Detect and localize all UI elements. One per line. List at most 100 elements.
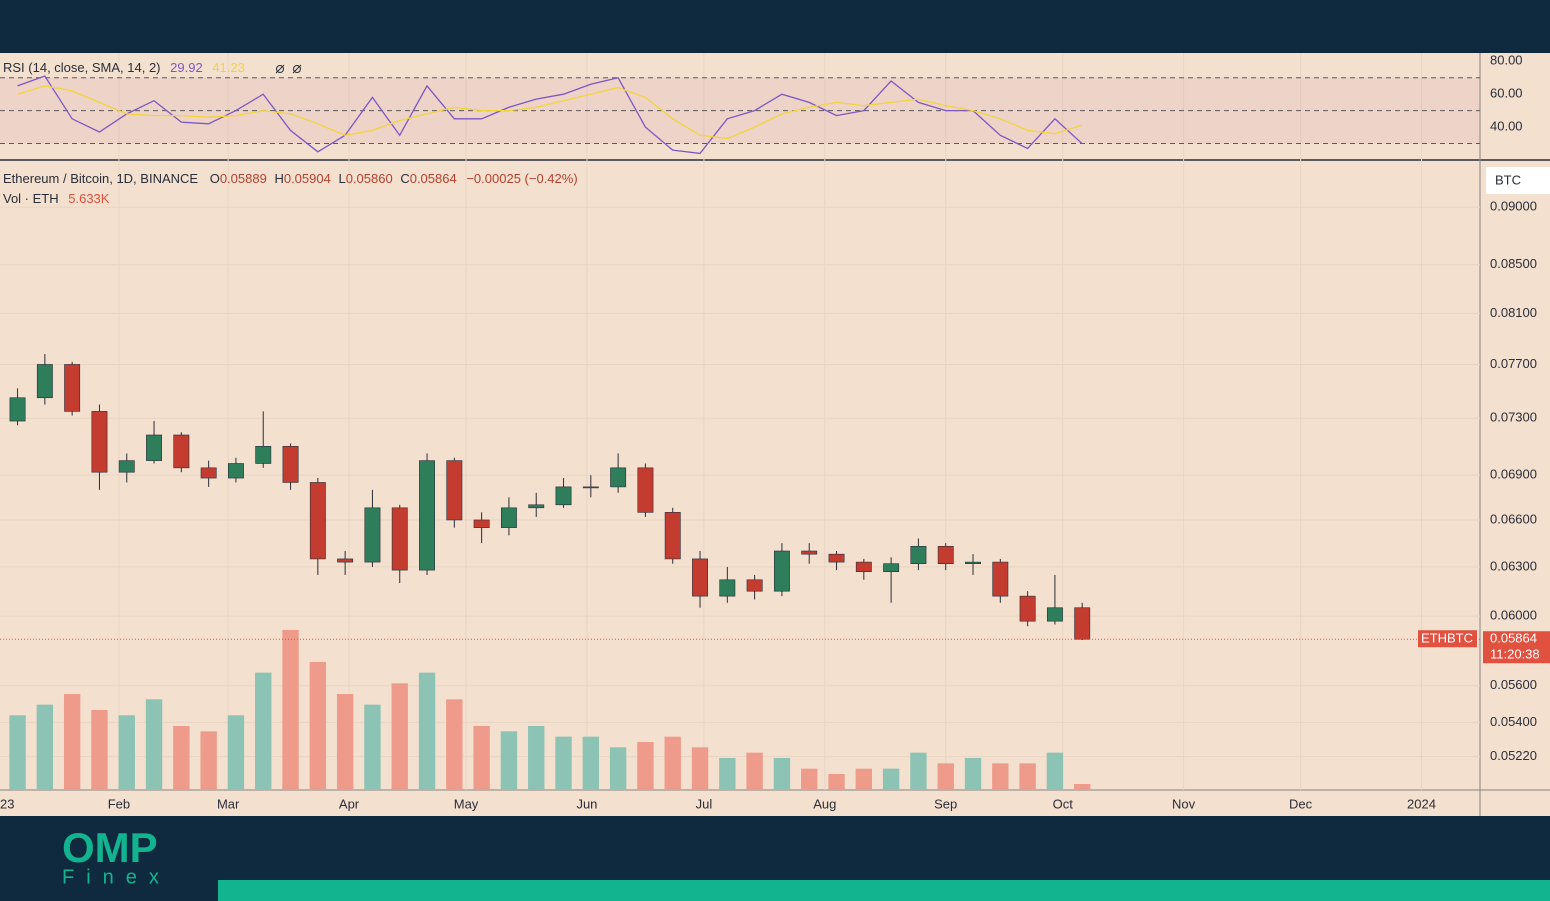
volume-bar (91, 710, 108, 790)
y-tick-label: 0.09000 (1490, 199, 1537, 214)
y-tick-label: 0.06600 (1490, 511, 1537, 526)
volume-bar (364, 704, 381, 790)
volume-bar (173, 726, 190, 790)
candle-body (200, 467, 217, 479)
volume-bar (746, 752, 763, 790)
chart-background (0, 53, 1550, 816)
y-tick-label: 0.06900 (1490, 467, 1537, 482)
y-tick-label: 0.06300 (1490, 558, 1537, 573)
volume-bar (500, 731, 518, 790)
volume-bar (773, 758, 791, 790)
rsi-title: RSI (14, close, SMA, 14, 2) (3, 60, 161, 75)
y-tick-label: 0.06000 (1490, 608, 1537, 623)
x-tick-label: Nov (1172, 796, 1196, 811)
candle-body (1074, 607, 1091, 640)
candle-body (9, 397, 26, 422)
volume-bar (309, 662, 327, 790)
candle-body (637, 467, 654, 513)
price-tag (1483, 631, 1550, 664)
y-tick-label: 0.07300 (1490, 410, 1537, 425)
x-tick-label: May (454, 796, 479, 811)
volume-bar (664, 736, 681, 790)
price-tag-text: 0.05864 (1490, 631, 1537, 646)
candle-body (446, 460, 463, 521)
y-tick-label: 80.00 (1490, 53, 1523, 68)
currency-box[interactable] (1486, 167, 1550, 194)
candle-body (719, 579, 736, 597)
price-legend: Ethereum / Bitcoin, 1D, BINANCE O0.05889… (3, 171, 578, 186)
y-tick-label: 0.07700 (1490, 356, 1537, 371)
currency[interactable]: BTC (1495, 172, 1521, 187)
candle-body (118, 460, 135, 473)
volume-bar (1046, 752, 1064, 790)
candle-body (36, 364, 53, 399)
candle-body (1046, 607, 1063, 622)
x-tick-label: 23 (0, 796, 14, 811)
candle-body (910, 545, 927, 564)
volume-bar (63, 694, 81, 790)
ohlc-value: 0.05904 (284, 171, 331, 186)
candle-body (173, 434, 190, 469)
candle-body (1019, 595, 1036, 622)
ohlc-key: O (210, 171, 220, 186)
volume-bar (964, 758, 982, 790)
volume-legend: Vol · ETH 5.633K (3, 191, 110, 206)
top-bar (0, 0, 1550, 53)
volume-bar (36, 704, 54, 790)
candle-body (337, 558, 354, 563)
volume-bar (691, 747, 709, 790)
y-tick-label: 0.05220 (1490, 748, 1537, 763)
countdown: 11:20:38 (1490, 647, 1540, 662)
volume-bar (255, 672, 272, 790)
x-tick-label: Apr (339, 796, 360, 811)
candle-body (391, 507, 408, 571)
volume-bar (582, 736, 600, 790)
symbol-tag (1418, 630, 1477, 648)
volume-bar (855, 768, 873, 790)
volume-bar (910, 752, 927, 790)
x-tick-label: Aug (813, 796, 836, 811)
x-tick-label: 2024 (1407, 796, 1436, 811)
candle-body (801, 550, 818, 555)
chart-layer: 23 Feb Mar Apr May Jun Jul Aug Sep Oct Nov Dec 2024 0… (0, 53, 1550, 811)
volume-bar (937, 763, 954, 790)
rsi-value: 29.92 (170, 60, 203, 75)
candle-body (855, 561, 872, 573)
rsi-legend: RSI (14, close, SMA, 14, 2) 29.92 41.23 (3, 60, 245, 75)
x-tick-label: Sep (934, 796, 957, 811)
candle-body (227, 463, 244, 479)
candle-body (91, 411, 108, 473)
brand-sub: Finex (62, 866, 171, 888)
symbol-tag-text: ETHBTC (1421, 631, 1473, 646)
candle-body (255, 445, 272, 464)
candle-body (883, 563, 900, 573)
volume-bar (1019, 763, 1036, 790)
volume-bar (418, 672, 436, 790)
candle-body (419, 460, 435, 571)
y-tick-label: 0.05600 (1490, 677, 1537, 692)
x-tick-label: Feb (108, 796, 130, 811)
volume-bar (637, 742, 654, 790)
x-tick-label: Dec (1289, 796, 1313, 811)
volume-bar (473, 726, 490, 790)
candle-body (555, 486, 572, 506)
candle-body (64, 364, 81, 412)
legend-icons (275, 64, 302, 74)
volume-bar (555, 736, 572, 790)
x-tick-label: Oct (1053, 796, 1074, 811)
candle-body (528, 504, 545, 509)
candle-body (610, 467, 627, 488)
candle-body (992, 561, 1009, 597)
volume-bar (992, 763, 1009, 790)
candle-body (146, 434, 162, 461)
volume-bar (882, 768, 900, 790)
volume-bar (446, 699, 463, 790)
y-tick-label: 0.05400 (1490, 714, 1537, 729)
y-tick-label: 60.00 (1490, 86, 1523, 101)
x-tick-label: Jun (576, 796, 597, 811)
candle-body (773, 550, 790, 592)
candle-body (282, 445, 299, 483)
y-tick-label: 0.08100 (1490, 305, 1537, 320)
rsi-sma-value: 41.23 (212, 60, 245, 75)
footer-accent (218, 880, 1550, 901)
